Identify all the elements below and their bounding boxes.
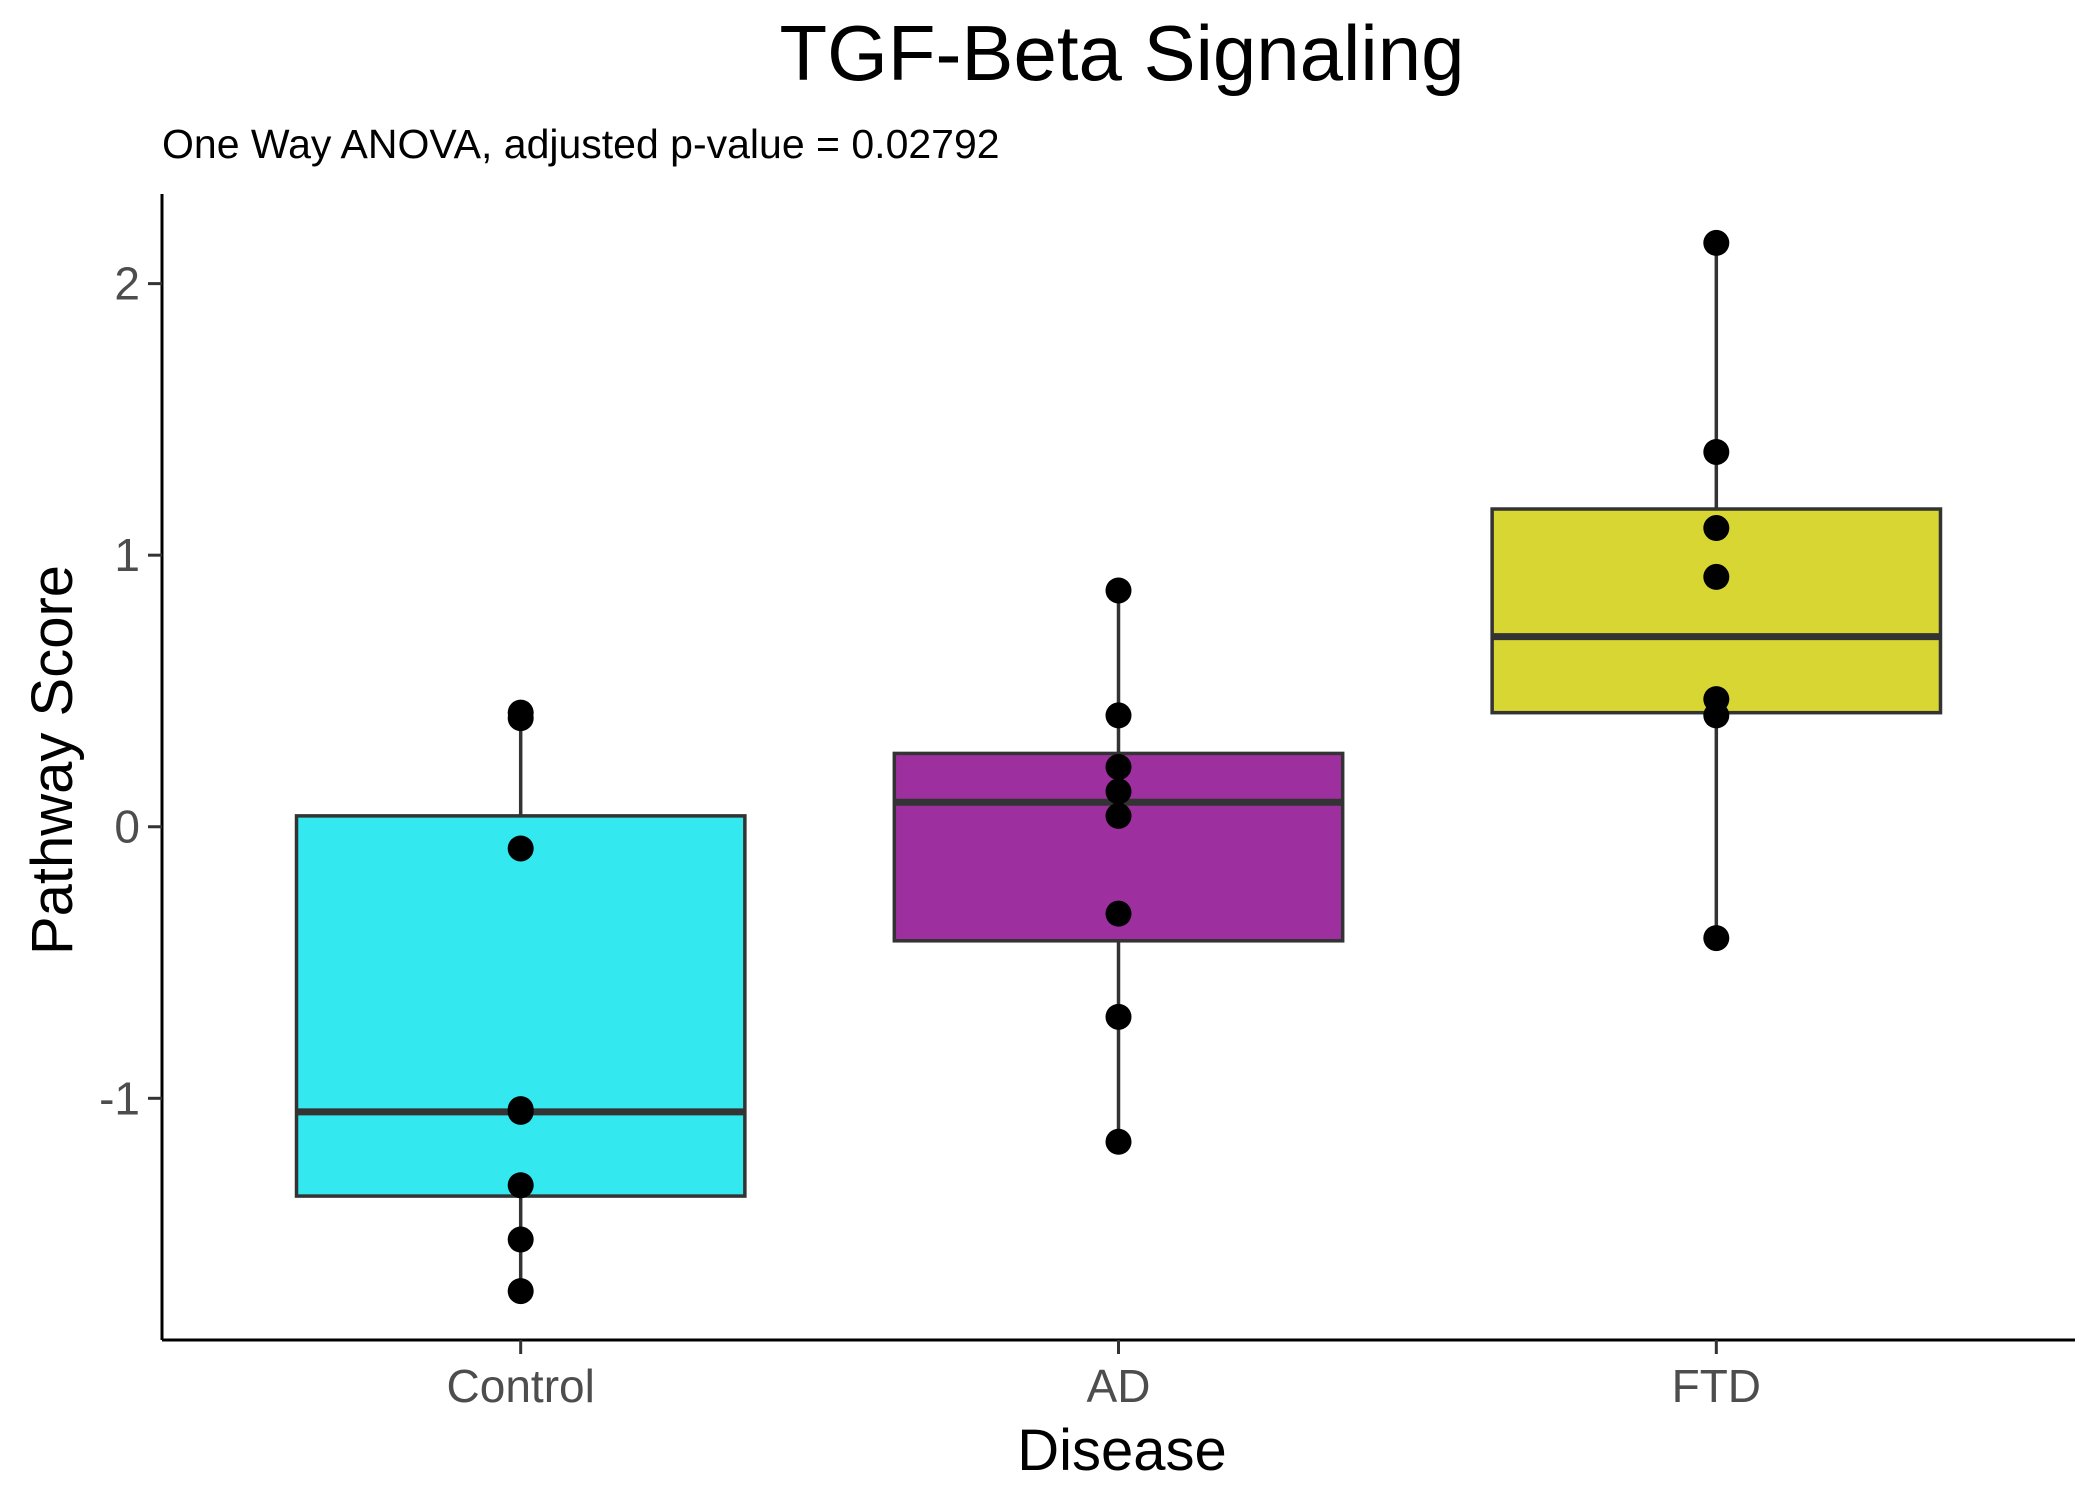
box-ftd — [1490, 507, 1943, 715]
chart-subtitle: One Way ANOVA, adjusted p-value = 0.0279… — [162, 121, 1000, 167]
data-point-ftd — [1703, 563, 1730, 590]
data-point-ad — [1105, 802, 1132, 829]
y-tick-label: 0 — [114, 801, 140, 853]
box-control — [294, 814, 747, 1198]
chart-title: TGF-Beta Signaling — [780, 9, 1465, 97]
data-point-control — [507, 1278, 534, 1305]
data-point-ad — [1105, 778, 1132, 805]
data-point-ftd — [1703, 702, 1730, 729]
data-point-ftd — [1703, 229, 1730, 256]
y-axis-title: Pathway Score — [20, 565, 85, 955]
y-tick-label: -1 — [99, 1072, 140, 1124]
y-tick-label: 1 — [114, 529, 140, 581]
data-point-control — [507, 705, 534, 732]
data-point-ad — [1105, 702, 1132, 729]
data-point-control — [507, 1226, 534, 1253]
data-point-ad — [1105, 900, 1132, 927]
data-point-ad — [1105, 754, 1132, 780]
axes-layer: -1 0 1 2 Control AD FTD — [99, 194, 2075, 1412]
x-tick-label: AD — [1087, 1360, 1151, 1412]
data-point-ftd — [1703, 515, 1730, 542]
x-tick-label: Control — [447, 1360, 595, 1412]
data-point-control — [507, 835, 534, 862]
x-axis-title: Disease — [1017, 1418, 1227, 1483]
points-layer — [507, 229, 1730, 1305]
data-point-control — [507, 1172, 534, 1199]
data-point-ad — [1105, 577, 1132, 604]
x-tick-label: FTD — [1672, 1360, 1761, 1412]
data-point-ftd — [1703, 438, 1730, 465]
data-point-ad — [1105, 1003, 1132, 1030]
data-point-ftd — [1703, 925, 1730, 952]
data-point-ad — [1105, 1128, 1132, 1155]
y-tick-label: 2 — [114, 258, 140, 310]
data-point-control — [507, 1098, 534, 1125]
